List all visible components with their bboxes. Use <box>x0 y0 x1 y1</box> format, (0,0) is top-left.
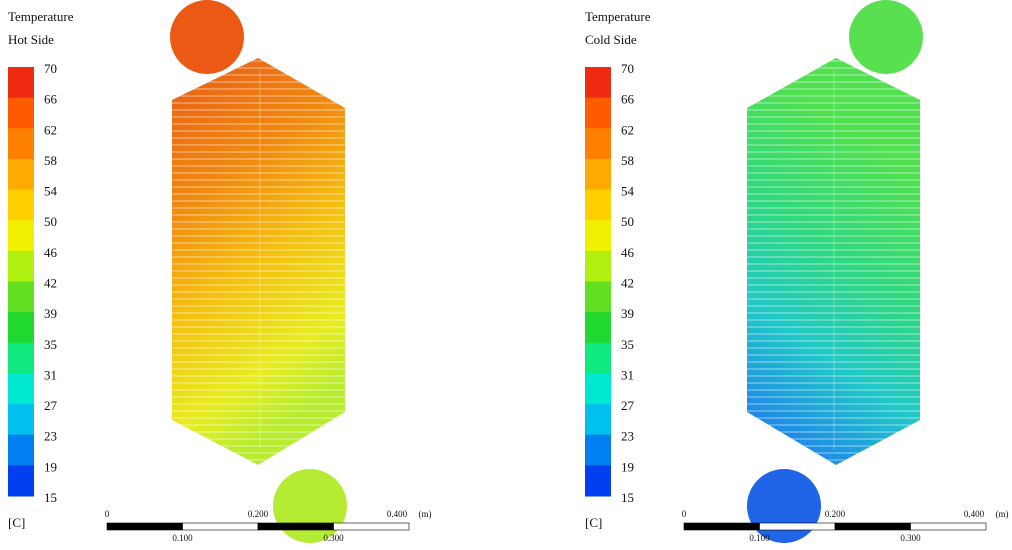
scale-label: 0.200 <box>825 509 846 519</box>
legend-band <box>585 404 611 436</box>
legend-label: 62 <box>621 122 634 137</box>
legend-label: 70 <box>621 61 634 76</box>
legend-band <box>8 128 34 160</box>
legend-label: 19 <box>621 459 634 474</box>
legend-band <box>585 250 611 282</box>
legend-label: 42 <box>44 275 57 290</box>
legend-label: 46 <box>44 245 58 260</box>
legend-label: 19 <box>44 459 57 474</box>
legend-band <box>8 465 34 497</box>
legend-label: 39 <box>44 306 57 321</box>
legend-band <box>8 434 34 466</box>
legend-label: 54 <box>621 184 635 199</box>
legend-band <box>585 342 611 374</box>
legend-band <box>585 373 611 405</box>
cold-plate <box>747 0 923 543</box>
legend-band <box>585 220 611 252</box>
legend-label: 58 <box>621 153 634 168</box>
scale-bar-segment <box>910 522 987 531</box>
legend-band <box>585 281 611 313</box>
legend-band <box>585 67 611 99</box>
legend-band <box>8 404 34 436</box>
legend-band <box>585 465 611 497</box>
legend-band <box>8 220 34 252</box>
legend-label: 23 <box>621 429 634 444</box>
legend-label: 15 <box>44 490 57 505</box>
legend-label: 46 <box>621 245 635 260</box>
scale-label: 0.400 <box>387 509 408 519</box>
legend-band <box>585 128 611 160</box>
scale-label: 0.300 <box>323 533 344 543</box>
legend-label: 31 <box>44 367 57 382</box>
legend-label: 58 <box>44 153 57 168</box>
legend-label: 27 <box>44 398 58 413</box>
scale-label: 0.100 <box>749 533 770 543</box>
scale-bar-segment <box>683 522 760 531</box>
scale-label: 0.100 <box>172 533 193 543</box>
legend-subtitle: Cold Side <box>585 32 637 47</box>
legend-label: 66 <box>44 92 58 107</box>
scale-label: 0.400 <box>964 509 985 519</box>
scale-bar-segment <box>106 522 183 531</box>
legend-label: 50 <box>621 214 634 229</box>
legend-label: 70 <box>44 61 57 76</box>
legend-band <box>8 373 34 405</box>
legend-band <box>8 281 34 313</box>
legend-band <box>585 312 611 344</box>
legend-subtitle: Hot Side <box>8 32 54 47</box>
scale-bar-segment <box>759 522 836 531</box>
legend-band <box>585 158 611 191</box>
legend-label: 66 <box>621 92 635 107</box>
legend-label: 27 <box>621 398 635 413</box>
legend-band <box>8 158 34 191</box>
scale-label: (m) <box>996 509 1009 519</box>
legend-band <box>8 342 34 374</box>
legend-band <box>585 97 611 129</box>
legend-label: 42 <box>621 275 634 290</box>
legend-band <box>8 250 34 282</box>
scale-bar-segment <box>182 522 259 531</box>
legend-band <box>8 67 34 99</box>
legend-label: 15 <box>621 490 634 505</box>
legend-band <box>8 189 34 221</box>
legend-label: 31 <box>621 367 634 382</box>
legend-label: 50 <box>44 214 57 229</box>
legend-band <box>8 97 34 129</box>
hot-plate <box>170 0 347 543</box>
scale-label: (m) <box>419 509 432 519</box>
legend-label: 54 <box>44 184 58 199</box>
scale-label: 0.300 <box>900 533 921 543</box>
scale-label: 0.200 <box>248 509 269 519</box>
legend-label: 23 <box>44 429 57 444</box>
scale-bar-segment <box>257 522 334 531</box>
unit-label: [C] <box>8 515 25 530</box>
scale-bar-segment <box>333 522 410 531</box>
scale-label: 0 <box>682 509 687 519</box>
legend-label: 39 <box>621 306 634 321</box>
legend-label: 62 <box>44 122 57 137</box>
unit-label: [C] <box>585 515 602 530</box>
legend-label: 35 <box>621 337 634 352</box>
legend-band <box>585 434 611 466</box>
scale-bar-segment <box>834 522 911 531</box>
scale-label: 0 <box>105 509 110 519</box>
legend-title: Temperature <box>585 9 651 24</box>
legend-label: 35 <box>44 337 57 352</box>
legend-band <box>585 189 611 221</box>
legend-band <box>8 312 34 344</box>
legend-title: Temperature <box>8 9 74 24</box>
